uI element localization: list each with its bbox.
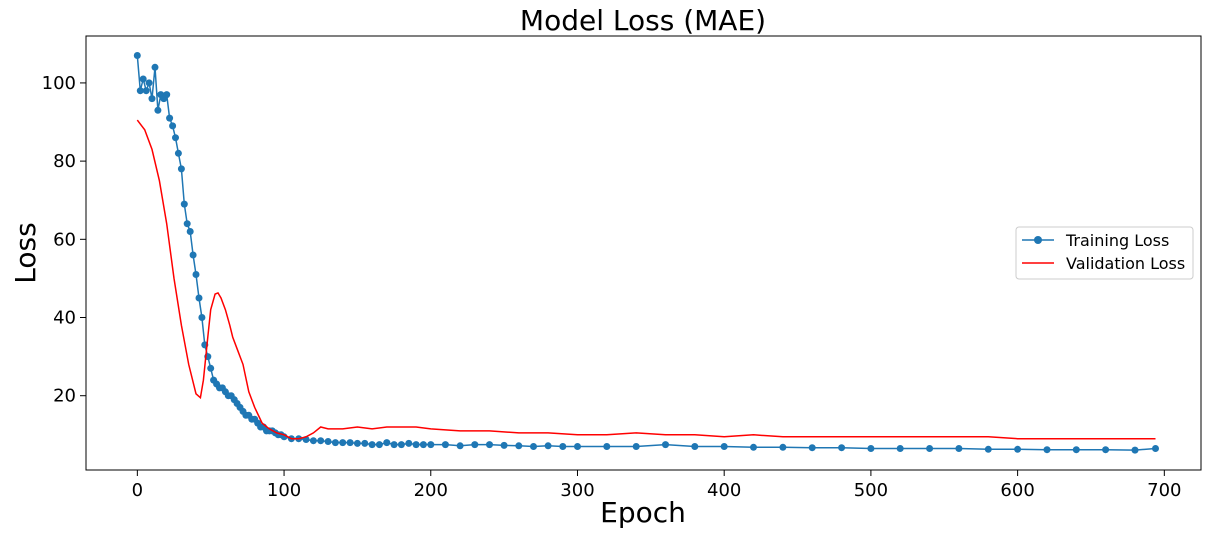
training-loss-point xyxy=(662,441,669,449)
x-axis-title: Epoch xyxy=(600,496,686,529)
training-loss-point xyxy=(339,439,347,447)
training-loss-point xyxy=(198,314,206,321)
legend-validation-label: Validation Loss xyxy=(1066,254,1185,273)
x-tick-label: 500 xyxy=(854,480,888,501)
legend: Training Loss Validation Loss xyxy=(1015,226,1194,280)
training-loss-point xyxy=(145,79,153,87)
training-loss-point xyxy=(779,443,787,451)
training-loss-point xyxy=(530,443,537,450)
training-loss-point xyxy=(186,228,194,235)
training-loss-point xyxy=(195,294,203,302)
training-loss-point xyxy=(603,443,611,450)
x-axis: 0 100 200 300 400 500 600 700 xyxy=(132,470,1182,501)
training-loss-point xyxy=(1014,445,1022,453)
chart-title: Model Loss (MAE) xyxy=(520,4,766,37)
training-loss-point xyxy=(1043,446,1051,454)
training-loss-point xyxy=(544,442,552,450)
training-loss-point xyxy=(136,87,144,95)
y-tick-label: 100 xyxy=(42,73,76,94)
training-loss-point xyxy=(383,439,391,447)
training-loss-point xyxy=(361,439,369,447)
y-axis: 20 40 60 80 100 xyxy=(42,73,86,407)
training-loss-point xyxy=(180,200,188,208)
x-tick-label: 300 xyxy=(560,480,594,501)
legend-training-marker xyxy=(1034,236,1042,244)
training-loss-point xyxy=(317,437,325,445)
plot-area xyxy=(133,52,1159,454)
training-loss-point xyxy=(838,444,846,452)
training-loss-point xyxy=(515,442,523,450)
training-loss-point xyxy=(207,364,215,372)
x-tick-label: 0 xyxy=(132,480,143,501)
validation-loss-line xyxy=(136,119,1156,440)
x-tick-label: 200 xyxy=(414,480,448,501)
training-loss-point xyxy=(1102,446,1110,454)
training-loss-point xyxy=(419,441,427,449)
training-loss-point xyxy=(331,439,339,447)
training-loss-point xyxy=(169,122,177,130)
training-loss-point xyxy=(441,441,449,449)
training-loss-point xyxy=(154,106,162,114)
training-loss-point xyxy=(456,442,464,450)
x-tick-label: 600 xyxy=(1000,480,1034,501)
training-loss-point xyxy=(189,251,197,259)
legend-training-label: Training Loss xyxy=(1065,231,1169,250)
training-loss-point xyxy=(867,445,875,452)
training-loss-point xyxy=(390,441,398,449)
training-loss-point xyxy=(397,441,405,449)
training-loss-point xyxy=(750,443,757,451)
training-loss-point xyxy=(148,95,156,103)
training-loss-point xyxy=(1131,446,1139,454)
training-loss-point xyxy=(632,443,640,450)
training-loss-point xyxy=(500,441,508,449)
y-axis-title: Loss xyxy=(9,222,42,283)
training-loss-point xyxy=(133,52,141,59)
y-tick-label: 60 xyxy=(53,229,76,250)
y-tick-label: 40 xyxy=(53,308,76,329)
training-loss-point xyxy=(412,441,420,449)
training-loss-point xyxy=(1152,445,1159,452)
training-loss-point xyxy=(405,439,413,447)
training-loss-point xyxy=(471,441,479,449)
y-tick-label: 20 xyxy=(53,386,76,407)
training-loss-point xyxy=(174,149,182,157)
training-loss-point xyxy=(142,87,150,95)
training-loss-point xyxy=(559,443,567,450)
x-tick-label: 100 xyxy=(267,480,301,501)
x-tick-label: 400 xyxy=(707,480,741,501)
training-loss-point xyxy=(163,91,171,99)
training-loss-point xyxy=(172,134,179,142)
training-loss-point xyxy=(353,439,361,447)
training-loss-point xyxy=(166,114,174,122)
training-loss-point xyxy=(309,437,317,445)
training-loss-point xyxy=(896,445,904,452)
training-loss-point xyxy=(139,75,147,83)
training-loss-point xyxy=(720,443,728,450)
training-loss-point xyxy=(808,444,816,452)
training-loss-point xyxy=(192,271,200,278)
training-loss-line xyxy=(136,55,1156,451)
training-loss-point xyxy=(346,439,354,447)
training-loss-point xyxy=(427,441,435,449)
training-loss-point xyxy=(984,445,992,453)
training-loss-point xyxy=(926,445,934,452)
training-loss-point xyxy=(183,220,191,228)
y-tick-label: 80 xyxy=(53,151,76,172)
training-loss-point xyxy=(324,438,332,445)
training-loss-point xyxy=(1072,446,1080,454)
training-loss-point xyxy=(151,63,159,71)
training-loss-point xyxy=(368,441,376,449)
training-loss-point xyxy=(574,443,581,450)
legend-box xyxy=(1015,226,1194,280)
x-tick-label: 700 xyxy=(1147,480,1181,501)
training-loss-point xyxy=(955,445,963,452)
training-loss-point xyxy=(177,165,185,173)
training-loss-point xyxy=(486,441,493,449)
plot-frame xyxy=(85,35,1202,471)
training-loss-point xyxy=(375,441,383,449)
training-loss-point xyxy=(691,443,699,450)
